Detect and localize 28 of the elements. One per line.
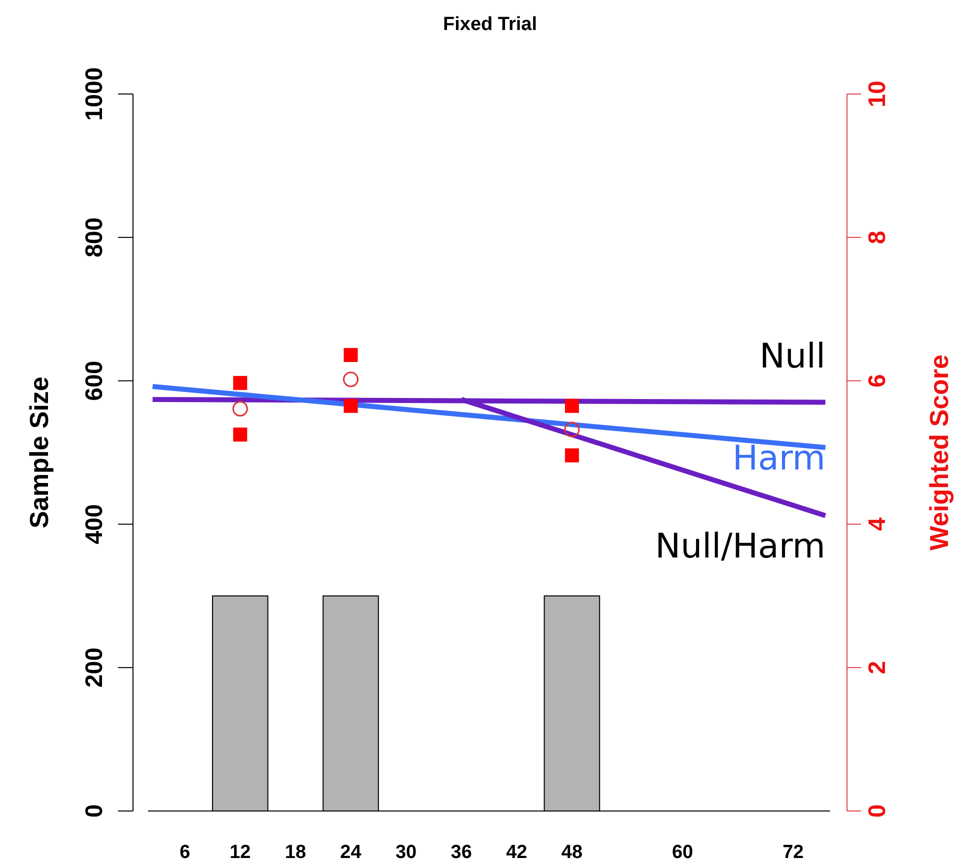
x-tick-label: 60 — [672, 842, 694, 863]
x-tick-label: 48 — [561, 842, 583, 863]
series-label: Null/Harm — [655, 526, 826, 567]
y-tick-label: 1000 — [81, 67, 108, 121]
y2-tick-label: 8 — [864, 230, 891, 244]
x-tick-label: 36 — [450, 842, 472, 863]
chart-title: Fixed Trial — [443, 14, 537, 35]
x-tick-label: 24 — [340, 842, 362, 863]
x-tick-label: 6 — [180, 842, 190, 863]
y-tick-label: 800 — [81, 217, 108, 258]
x-tick-label: 72 — [782, 842, 804, 863]
y2-tick-label: 6 — [864, 374, 891, 388]
x-tick-label: 12 — [230, 842, 251, 863]
x-tick-label: 42 — [506, 842, 528, 863]
y2-axis-title: Weighted Score — [924, 354, 954, 551]
series-label: Harm — [732, 438, 826, 478]
y2-tick-label: 0 — [864, 804, 891, 818]
x-tick-label: 30 — [395, 842, 417, 863]
y-tick-label: 600 — [81, 360, 108, 401]
y2-tick-label: 4 — [864, 516, 891, 531]
x-tick-label: 18 — [284, 842, 306, 863]
y2-tick-label: 10 — [864, 80, 891, 108]
y-tick-label: 0 — [81, 804, 108, 818]
y-axis-title: Sample Size — [24, 376, 54, 528]
y2-tick-label: 2 — [864, 660, 891, 674]
y-tick-label: 200 — [81, 648, 108, 688]
y-tick-label: 400 — [81, 504, 108, 544]
series-label: Null — [760, 336, 826, 376]
